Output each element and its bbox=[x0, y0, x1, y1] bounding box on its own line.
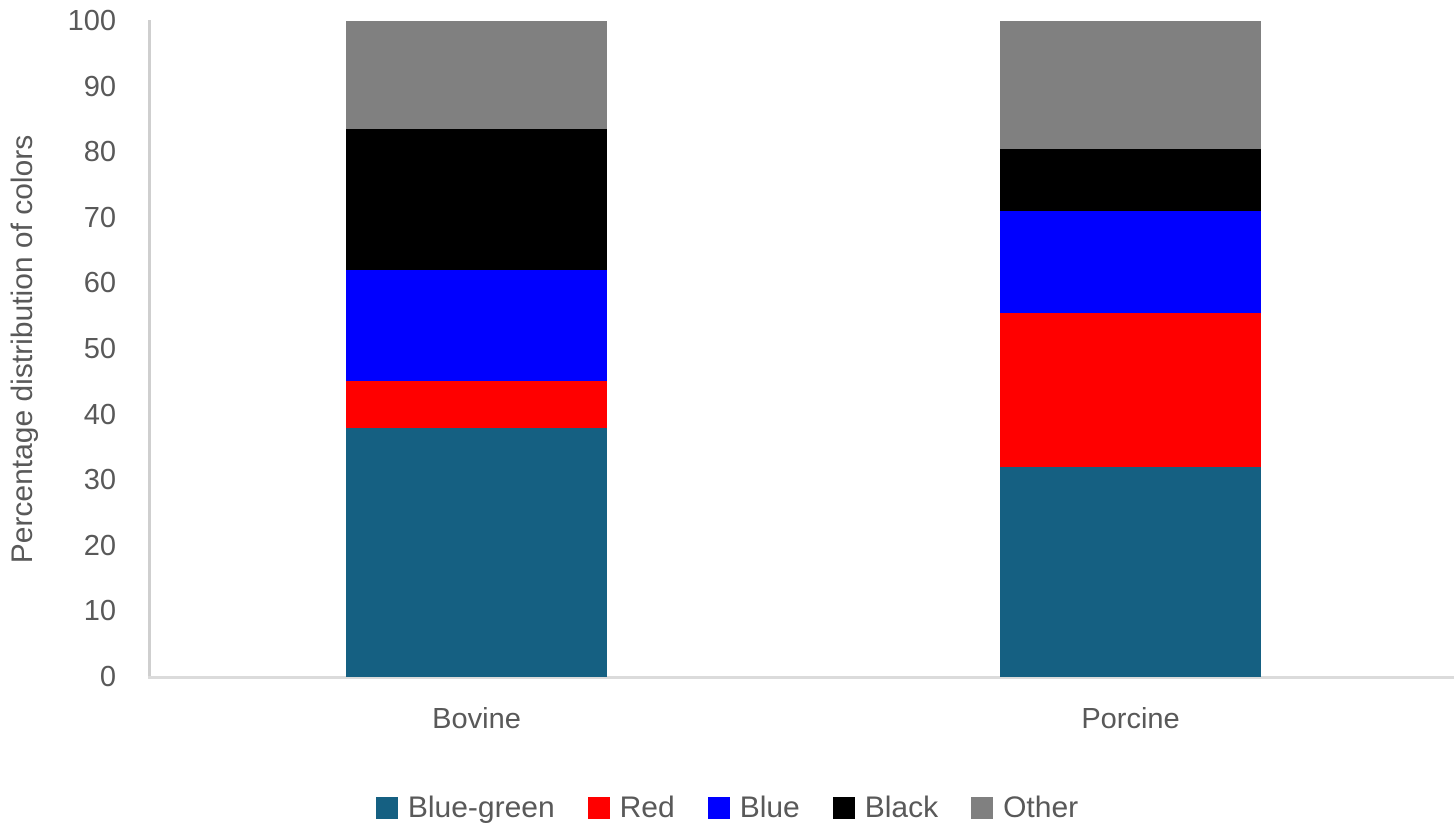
x-axis-line bbox=[148, 676, 1454, 679]
y-tick-label: 70 bbox=[83, 201, 116, 234]
y-tick-label: 60 bbox=[83, 267, 116, 300]
legend: Blue-green Red Blue Black Other bbox=[0, 791, 1454, 825]
bar-segment-black bbox=[346, 129, 607, 271]
legend-label: Red bbox=[619, 791, 675, 824]
bar-segment-black bbox=[1000, 148, 1261, 212]
legend-item-blue-green: Blue-green bbox=[375, 791, 555, 825]
bar-segment-blue bbox=[346, 270, 607, 381]
legend-swatch-icon bbox=[971, 797, 994, 819]
y-tick-label: 80 bbox=[83, 136, 116, 169]
legend-label: Blue-green bbox=[407, 791, 555, 824]
y-tick-label: 90 bbox=[83, 70, 116, 103]
legend-item-blue: Blue bbox=[707, 791, 800, 825]
y-tick-label: 10 bbox=[83, 595, 116, 628]
stacked-bar-porcine bbox=[1000, 21, 1261, 677]
bar-segment-red bbox=[1000, 312, 1261, 468]
y-tick-label: 30 bbox=[83, 464, 116, 497]
y-tick-label: 0 bbox=[99, 661, 116, 693]
legend-swatch-icon bbox=[707, 797, 730, 819]
legend-swatch-icon bbox=[832, 797, 855, 819]
bar-segment-other bbox=[346, 21, 607, 130]
legend-label: Black bbox=[864, 791, 939, 824]
y-tick-label: 40 bbox=[83, 398, 116, 431]
bar-segment-blue bbox=[1000, 211, 1261, 313]
y-tick-label: 100 bbox=[67, 5, 116, 37]
legend-label: Other bbox=[1003, 791, 1079, 824]
category-label-bovine: Bovine bbox=[432, 703, 521, 735]
y-axis-line bbox=[148, 20, 151, 678]
bar-segment-other bbox=[1000, 21, 1261, 149]
bar-segment-red bbox=[346, 380, 607, 428]
bar-segment-blue-green bbox=[346, 427, 607, 677]
legend-item-red: Red bbox=[587, 791, 675, 825]
category-label-porcine: Porcine bbox=[1081, 703, 1180, 735]
y-tick-label: 50 bbox=[83, 333, 116, 365]
legend-swatch-icon bbox=[587, 797, 610, 819]
bar-segment-blue-green bbox=[1000, 467, 1261, 677]
legend-label: Blue bbox=[739, 791, 800, 824]
legend-item-black: Black bbox=[832, 791, 939, 825]
legend-swatch-icon bbox=[375, 797, 398, 819]
legend-item-other: Other bbox=[971, 791, 1078, 825]
stacked-bar-bovine bbox=[346, 21, 607, 677]
y-tick-label: 20 bbox=[83, 529, 116, 562]
